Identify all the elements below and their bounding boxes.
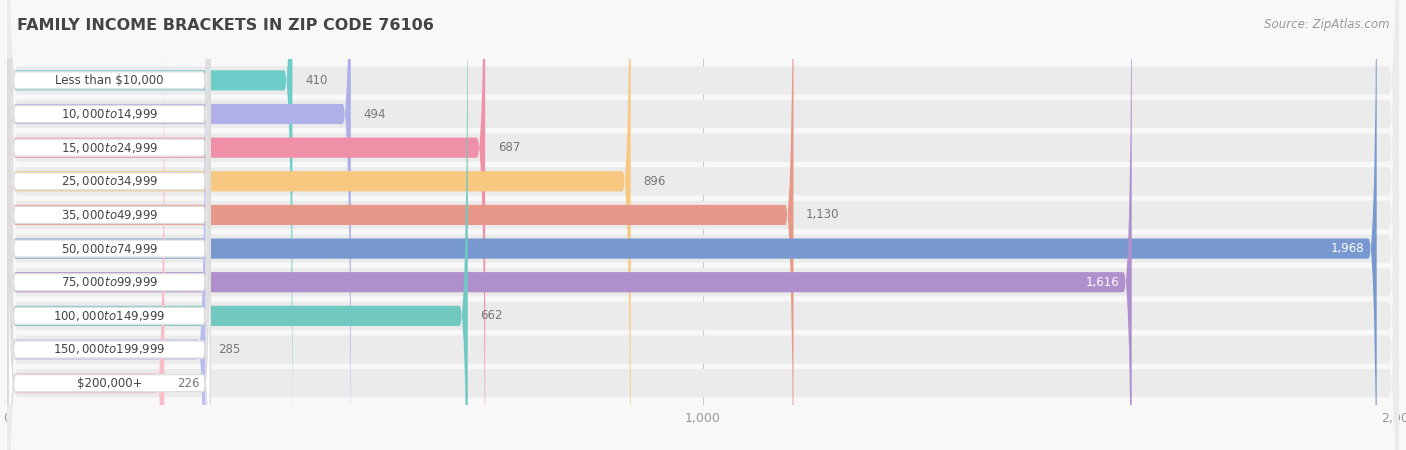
Text: 494: 494 bbox=[363, 108, 385, 121]
Text: 1,616: 1,616 bbox=[1085, 276, 1119, 289]
FancyBboxPatch shape bbox=[7, 0, 485, 450]
Text: $150,000 to $199,999: $150,000 to $199,999 bbox=[53, 342, 166, 356]
FancyBboxPatch shape bbox=[7, 0, 468, 450]
FancyBboxPatch shape bbox=[8, 55, 211, 450]
FancyBboxPatch shape bbox=[8, 0, 211, 408]
Text: $25,000 to $34,999: $25,000 to $34,999 bbox=[60, 174, 157, 188]
FancyBboxPatch shape bbox=[8, 22, 211, 450]
Text: 410: 410 bbox=[305, 74, 328, 87]
Text: $75,000 to $99,999: $75,000 to $99,999 bbox=[60, 275, 157, 289]
FancyBboxPatch shape bbox=[7, 0, 1399, 450]
Text: $35,000 to $49,999: $35,000 to $49,999 bbox=[60, 208, 157, 222]
FancyBboxPatch shape bbox=[7, 0, 165, 450]
FancyBboxPatch shape bbox=[7, 0, 205, 450]
FancyBboxPatch shape bbox=[7, 0, 793, 450]
FancyBboxPatch shape bbox=[7, 0, 1399, 450]
Text: Source: ZipAtlas.com: Source: ZipAtlas.com bbox=[1264, 18, 1389, 31]
Text: 1,968: 1,968 bbox=[1330, 242, 1364, 255]
Text: 687: 687 bbox=[498, 141, 520, 154]
Text: 662: 662 bbox=[481, 309, 503, 322]
FancyBboxPatch shape bbox=[7, 0, 1399, 450]
FancyBboxPatch shape bbox=[7, 0, 631, 450]
Text: 226: 226 bbox=[177, 377, 200, 390]
FancyBboxPatch shape bbox=[8, 0, 211, 450]
FancyBboxPatch shape bbox=[7, 0, 1399, 450]
Text: $50,000 to $74,999: $50,000 to $74,999 bbox=[60, 242, 157, 256]
FancyBboxPatch shape bbox=[7, 0, 1399, 450]
FancyBboxPatch shape bbox=[8, 0, 211, 450]
FancyBboxPatch shape bbox=[7, 0, 1399, 450]
Text: $100,000 to $149,999: $100,000 to $149,999 bbox=[53, 309, 166, 323]
FancyBboxPatch shape bbox=[8, 0, 211, 450]
FancyBboxPatch shape bbox=[8, 0, 211, 450]
Text: 896: 896 bbox=[643, 175, 665, 188]
Text: 1,130: 1,130 bbox=[806, 208, 839, 221]
Text: 285: 285 bbox=[218, 343, 240, 356]
FancyBboxPatch shape bbox=[8, 0, 211, 450]
FancyBboxPatch shape bbox=[7, 0, 1399, 450]
Text: $10,000 to $14,999: $10,000 to $14,999 bbox=[60, 107, 157, 121]
FancyBboxPatch shape bbox=[7, 0, 1399, 450]
FancyBboxPatch shape bbox=[7, 0, 1132, 450]
Text: $200,000+: $200,000+ bbox=[76, 377, 142, 390]
FancyBboxPatch shape bbox=[8, 0, 211, 442]
Text: $15,000 to $24,999: $15,000 to $24,999 bbox=[60, 141, 157, 155]
Text: FAMILY INCOME BRACKETS IN ZIP CODE 76106: FAMILY INCOME BRACKETS IN ZIP CODE 76106 bbox=[17, 18, 433, 33]
FancyBboxPatch shape bbox=[7, 0, 1399, 450]
FancyBboxPatch shape bbox=[7, 0, 351, 450]
FancyBboxPatch shape bbox=[7, 0, 1376, 450]
Text: Less than $10,000: Less than $10,000 bbox=[55, 74, 163, 87]
FancyBboxPatch shape bbox=[8, 0, 211, 450]
FancyBboxPatch shape bbox=[7, 0, 1399, 450]
FancyBboxPatch shape bbox=[7, 0, 292, 450]
